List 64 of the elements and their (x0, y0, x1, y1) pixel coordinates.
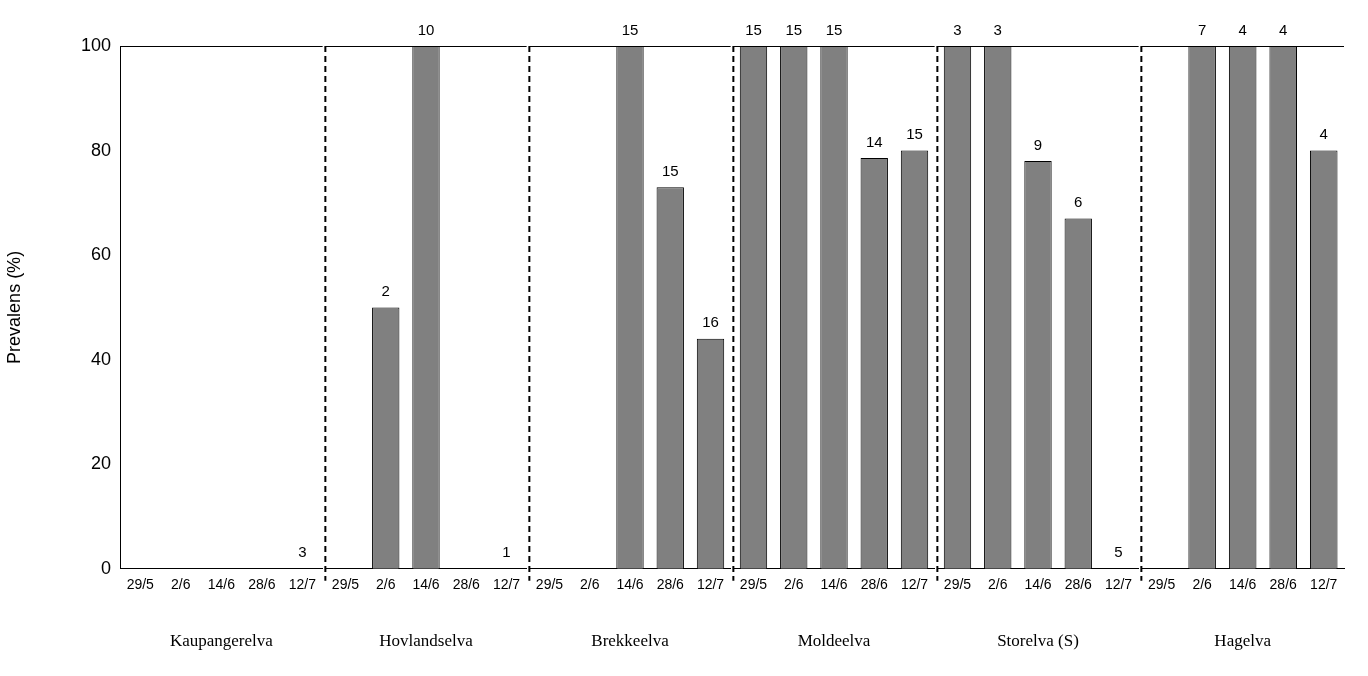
annotation: 1 (502, 543, 511, 561)
x-tick-label: 29/5 (331, 576, 360, 593)
x-tick-label: 14/6 (616, 576, 644, 593)
x-tick-label: 12/7 (492, 576, 521, 593)
x-axis-title: Hagelva (1214, 631, 1272, 651)
x-tick-label: 14/6 (1229, 576, 1257, 593)
x-axis-title: Hovlandselva (379, 631, 474, 651)
x-tick-label: 14/6 (820, 576, 848, 593)
annotation: 15 (661, 161, 679, 179)
x-tick-label: 28/6 (248, 576, 276, 593)
annotation: 4 (1319, 125, 1328, 143)
annotation: 16 (702, 313, 719, 331)
x-tick-label: 2/6 (376, 576, 396, 593)
annotation: 3 (993, 20, 1002, 38)
y-tick-label: 0 (100, 557, 111, 578)
x-tick-label: 14/6 (412, 576, 440, 593)
x-tick-label: 12/7 (900, 576, 929, 593)
x-tick-label: 12/7 (696, 576, 725, 593)
x-tick-label: 28/6 (1064, 576, 1093, 593)
y-tick-label: 80 (90, 139, 111, 160)
x-axis-title: Moldeelva (797, 631, 871, 651)
x-tick-label: 28/6 (452, 576, 481, 593)
x-tick-label: 28/6 (1269, 576, 1298, 593)
x-axis-title: Kaupangerelva (169, 631, 274, 651)
x-tick-label: 14/6 (1024, 576, 1052, 593)
annotation: 5 (1114, 543, 1123, 561)
annotation: 6 (1074, 193, 1083, 211)
x-tick-label: 12/7 (1104, 576, 1133, 593)
x-tick-label: 28/6 (860, 576, 889, 593)
y-tick-label: 100 (80, 34, 111, 55)
x-tick-label: 2/6 (580, 576, 600, 593)
x-axis-title: Storelva (S) (997, 631, 1079, 651)
y-tick-label: 40 (90, 348, 111, 369)
x-tick-label: 2/6 (784, 576, 804, 593)
y-axis-title: Prevalens (%) (3, 250, 24, 364)
annotation: 14 (865, 132, 883, 150)
x-tick-label: 2/6 (171, 576, 191, 593)
x-tick-label: 29/5 (739, 576, 768, 593)
x-tick-label: 2/6 (988, 576, 1008, 593)
annotation: 15 (621, 20, 639, 38)
annotation: 3 (953, 20, 962, 38)
annotation: 4 (1279, 20, 1288, 38)
annotation: 15 (906, 125, 923, 143)
annotation: 15 (745, 20, 762, 38)
y-tick-label: 60 (90, 244, 111, 265)
x-axis-title: Brekkeelva (591, 631, 670, 651)
x-tick-label: 28/6 (656, 576, 685, 593)
x-tick-label: 29/5 (1148, 576, 1176, 593)
annotation: 15 (785, 20, 803, 38)
annotation: 4 (1238, 20, 1247, 38)
y-tick-label: 20 (90, 453, 111, 474)
x-tick-label: 29/5 (535, 576, 564, 593)
x-tick-label: 29/5 (943, 576, 972, 593)
x-tick-label: 2/6 (1192, 576, 1213, 593)
annotation: 15 (825, 20, 843, 38)
annotation: 2 (381, 282, 390, 300)
annotation: 3 (298, 543, 307, 561)
annotation: 10 (417, 20, 435, 38)
x-tick-label: 14/6 (207, 576, 236, 593)
x-tick-label: 12/7 (288, 576, 317, 593)
x-tick-label: 29/5 (126, 576, 155, 593)
x-tick-label: 12/7 (1310, 576, 1338, 593)
annotation: 7 (1197, 20, 1207, 38)
annotation: 9 (1033, 135, 1043, 153)
